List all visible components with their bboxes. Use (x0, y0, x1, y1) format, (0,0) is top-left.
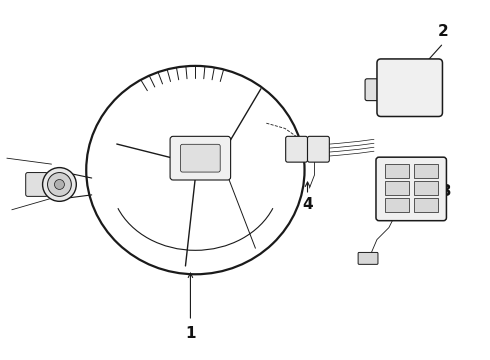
Bar (385, 164, 409, 178)
Text: 2: 2 (438, 24, 449, 39)
FancyBboxPatch shape (358, 252, 378, 264)
Bar (385, 198, 409, 212)
Bar (414, 164, 438, 178)
Circle shape (54, 180, 64, 189)
Bar (414, 181, 438, 195)
FancyBboxPatch shape (286, 136, 308, 162)
FancyBboxPatch shape (365, 79, 385, 100)
Text: PONTIAC: PONTIAC (417, 100, 431, 104)
Bar (414, 198, 438, 212)
FancyBboxPatch shape (25, 172, 48, 196)
Text: 3: 3 (441, 184, 452, 199)
Circle shape (48, 172, 72, 196)
Text: 4: 4 (302, 197, 313, 212)
FancyBboxPatch shape (377, 59, 442, 117)
FancyBboxPatch shape (180, 144, 220, 172)
FancyBboxPatch shape (376, 157, 446, 221)
FancyBboxPatch shape (308, 136, 329, 162)
Bar (385, 181, 409, 195)
Text: 1: 1 (185, 326, 196, 341)
Circle shape (43, 168, 76, 201)
FancyBboxPatch shape (170, 136, 231, 180)
